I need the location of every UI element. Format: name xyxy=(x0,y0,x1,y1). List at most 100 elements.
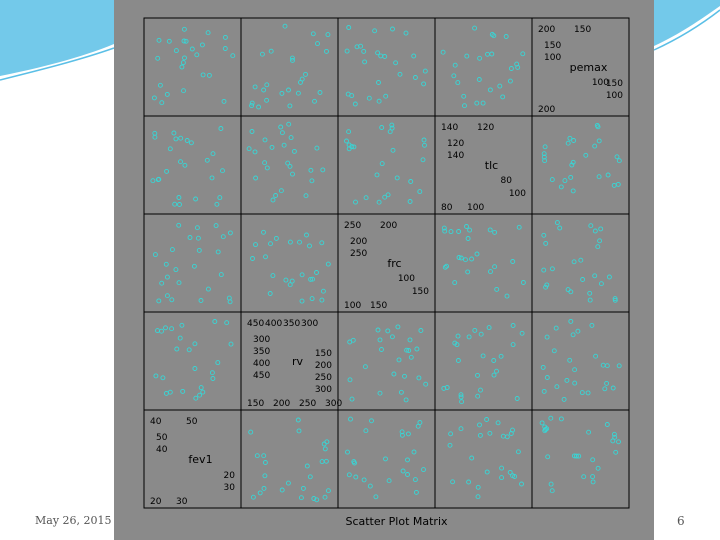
data-point xyxy=(494,286,500,292)
data-point xyxy=(270,197,276,203)
data-point xyxy=(206,72,212,78)
data-point xyxy=(324,439,330,445)
data-point xyxy=(541,267,547,273)
tick-label: 350 xyxy=(283,319,300,329)
tick-label: 450 xyxy=(247,319,264,329)
data-point xyxy=(486,325,492,331)
data-point xyxy=(592,273,598,279)
slide-swoosh-right-line xyxy=(653,9,720,51)
data-point xyxy=(568,318,574,324)
data-point xyxy=(498,353,504,359)
data-point xyxy=(458,392,464,398)
data-point xyxy=(390,147,396,153)
var-label-fev1: fev1 xyxy=(188,453,212,466)
data-point xyxy=(297,239,302,245)
data-point xyxy=(314,270,319,275)
data-point xyxy=(353,474,359,480)
data-point xyxy=(616,158,622,164)
data-point xyxy=(590,479,596,485)
data-point xyxy=(459,399,465,405)
data-point xyxy=(420,157,426,163)
data-point xyxy=(595,465,601,471)
tick-label: 30 xyxy=(224,483,236,493)
data-point xyxy=(367,483,373,489)
slide-swoosh-left xyxy=(0,0,114,76)
data-point xyxy=(171,130,177,136)
data-point xyxy=(192,341,198,347)
data-point xyxy=(554,384,560,390)
data-point xyxy=(573,453,579,459)
tick-label: 120 xyxy=(447,139,464,149)
data-point xyxy=(587,297,593,303)
data-point xyxy=(480,100,486,106)
data-point xyxy=(418,328,424,333)
data-point xyxy=(544,375,550,380)
data-point xyxy=(289,278,295,284)
data-point xyxy=(494,368,499,374)
data-point xyxy=(296,428,302,434)
data-point xyxy=(405,431,411,437)
data-point xyxy=(571,259,577,265)
data-point xyxy=(278,188,284,194)
data-point xyxy=(176,222,182,228)
chart-title: Scatter Plot Matrix xyxy=(345,515,448,528)
data-point xyxy=(257,490,263,496)
data-point xyxy=(286,121,292,127)
data-point xyxy=(361,48,367,54)
data-point xyxy=(514,396,520,401)
data-point xyxy=(222,34,228,40)
data-point xyxy=(398,389,404,395)
data-point xyxy=(308,276,314,282)
data-point xyxy=(352,101,358,107)
data-point xyxy=(448,431,454,437)
data-point xyxy=(346,146,352,152)
data-point xyxy=(581,474,587,480)
data-point xyxy=(507,78,513,84)
data-point xyxy=(197,392,203,398)
data-point xyxy=(477,55,483,61)
data-point xyxy=(261,87,267,93)
data-point xyxy=(499,465,505,471)
data-point xyxy=(382,54,388,59)
tick-label: 100 xyxy=(509,189,526,199)
data-point xyxy=(160,375,166,381)
data-point xyxy=(288,135,294,141)
data-point xyxy=(268,48,274,54)
data-point xyxy=(541,151,547,157)
data-point xyxy=(349,93,355,99)
data-point xyxy=(215,249,221,255)
data-point xyxy=(261,453,267,459)
data-point xyxy=(159,280,165,286)
data-point xyxy=(448,229,454,235)
data-point xyxy=(377,390,383,396)
data-point xyxy=(194,225,200,231)
data-point xyxy=(586,429,592,435)
data-point xyxy=(199,42,205,48)
data-point xyxy=(155,55,161,61)
data-point xyxy=(262,473,268,479)
data-point xyxy=(451,73,457,79)
data-point xyxy=(379,347,384,352)
data-point xyxy=(252,149,258,155)
data-point xyxy=(345,449,350,455)
data-point xyxy=(193,196,199,202)
data-point xyxy=(157,82,163,88)
data-point xyxy=(595,124,601,130)
data-point xyxy=(322,446,328,452)
data-point xyxy=(344,48,350,54)
data-point xyxy=(491,358,497,363)
data-point xyxy=(492,264,498,270)
data-point xyxy=(261,229,266,235)
data-point xyxy=(285,480,291,486)
data-point xyxy=(347,339,353,345)
data-point xyxy=(570,332,576,338)
slide-swoosh-right xyxy=(654,0,720,46)
data-point xyxy=(320,167,326,173)
data-point xyxy=(469,455,475,461)
tick-label: 80 xyxy=(501,176,513,186)
data-point xyxy=(346,472,352,478)
data-point xyxy=(567,357,573,363)
data-point xyxy=(279,130,285,136)
data-point xyxy=(491,372,497,378)
